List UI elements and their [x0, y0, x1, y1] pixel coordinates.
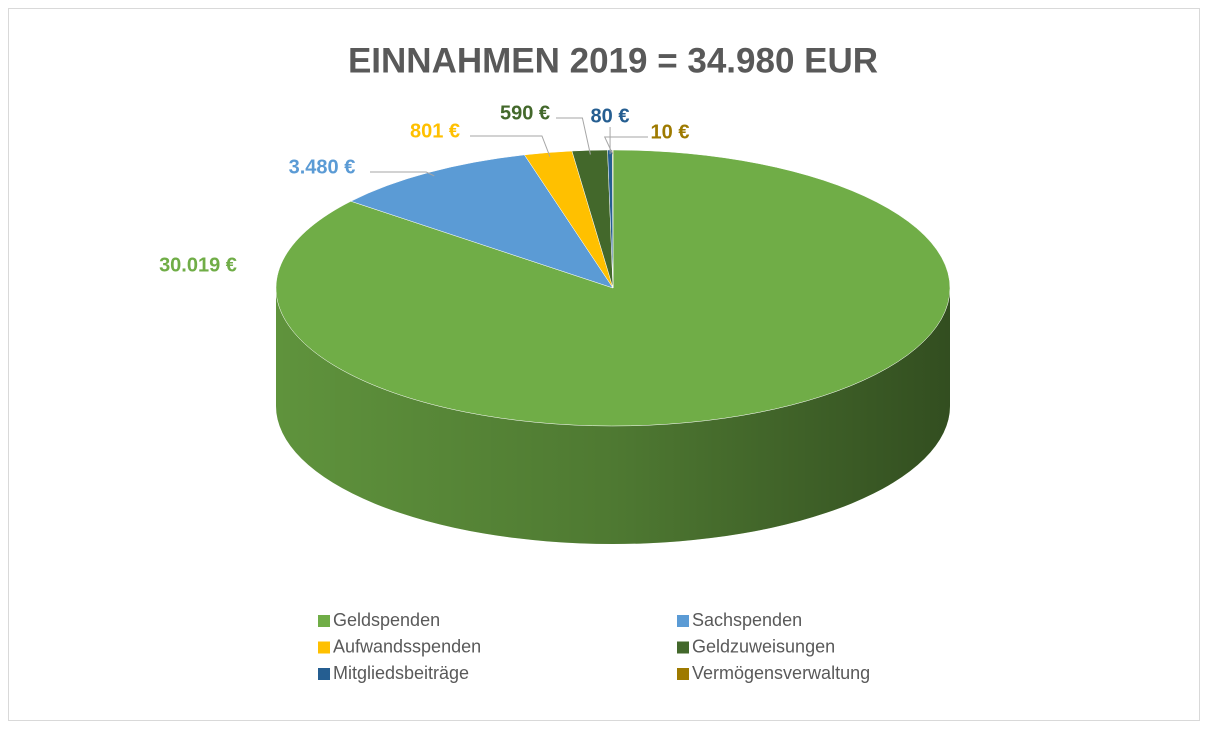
pie-slice	[350, 154, 614, 289]
legend-marker	[318, 668, 330, 680]
legend-marker	[677, 668, 689, 680]
data-label: 3.480 €	[289, 156, 356, 178]
data-label: 801 €	[410, 120, 460, 142]
data-label: 80 €	[591, 105, 630, 127]
legend-marker	[677, 641, 689, 654]
legend-marker	[318, 641, 330, 654]
legend-label: Sachspenden	[692, 610, 802, 630]
pie-slice	[275, 149, 951, 427]
chart-title: EINNAHMEN 2019 = 34.980 EUR	[348, 41, 878, 80]
leader-line	[556, 117, 591, 155]
legend-marker	[677, 615, 689, 627]
legend-label: Aufwandsspenden	[333, 636, 481, 656]
leader-line	[603, 136, 648, 155]
legend-label: Mitgliedsbeiträge	[333, 663, 469, 683]
data-label: 590 €	[500, 102, 550, 124]
pie-slice	[612, 149, 614, 289]
legend-label: Vermögensverwaltung	[692, 663, 870, 683]
legend-label: Geldspenden	[333, 610, 440, 630]
data-label: 30.019 €	[159, 254, 237, 276]
pie-side-shade	[276, 288, 950, 544]
legend-marker	[318, 615, 330, 627]
leader-line	[470, 135, 551, 157]
legend-label: Geldzuweisungen	[692, 636, 835, 656]
data-label: 10 €	[651, 121, 690, 143]
leader-line	[370, 171, 435, 177]
